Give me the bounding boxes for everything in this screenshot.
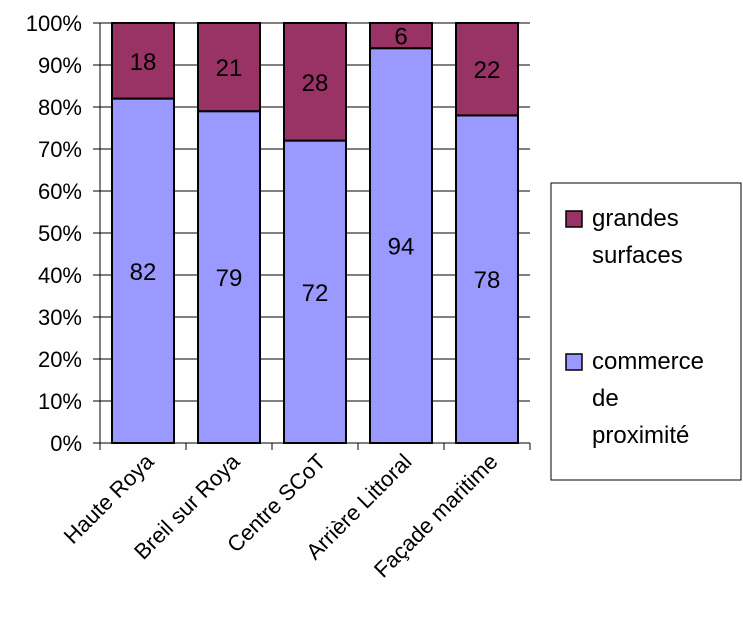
y-tick-label: 10% [38, 389, 82, 414]
data-label: 18 [130, 49, 157, 76]
legend: grandes surfaces commerce de proximité [551, 183, 741, 480]
data-label: 82 [130, 259, 157, 286]
y-tick-label: 50% [38, 221, 82, 246]
legend-swatch [566, 211, 582, 227]
y-tick-label: 80% [38, 95, 82, 120]
data-label: 79 [216, 265, 243, 292]
legend-label: de [592, 385, 619, 412]
data-label: 72 [302, 280, 329, 307]
y-tick-label: 30% [38, 305, 82, 330]
y-tick-label: 100% [26, 11, 82, 36]
legend-label: surfaces [592, 242, 683, 269]
data-label: 28 [302, 70, 329, 97]
legend-label: proximité [592, 422, 689, 449]
data-label: 78 [474, 267, 501, 294]
y-tick-labels: 0% 10% 20% 30% 40% 50% 60% 70% 80% 90% 100% [26, 11, 82, 456]
y-tick-label: 0% [50, 431, 82, 456]
data-label: 94 [388, 234, 415, 261]
y-tick-label: 70% [38, 137, 82, 162]
data-label: 21 [216, 55, 243, 82]
legend-label: commerce [592, 348, 704, 375]
y-tick-label: 90% [38, 53, 82, 78]
data-label: 22 [474, 57, 501, 84]
y-tick-label: 40% [38, 263, 82, 288]
legend-label: grandes [592, 205, 679, 232]
y-tick-label: 20% [38, 347, 82, 372]
legend-swatch [566, 354, 582, 370]
y-tick-label: 60% [38, 179, 82, 204]
data-label: 6 [394, 24, 407, 51]
